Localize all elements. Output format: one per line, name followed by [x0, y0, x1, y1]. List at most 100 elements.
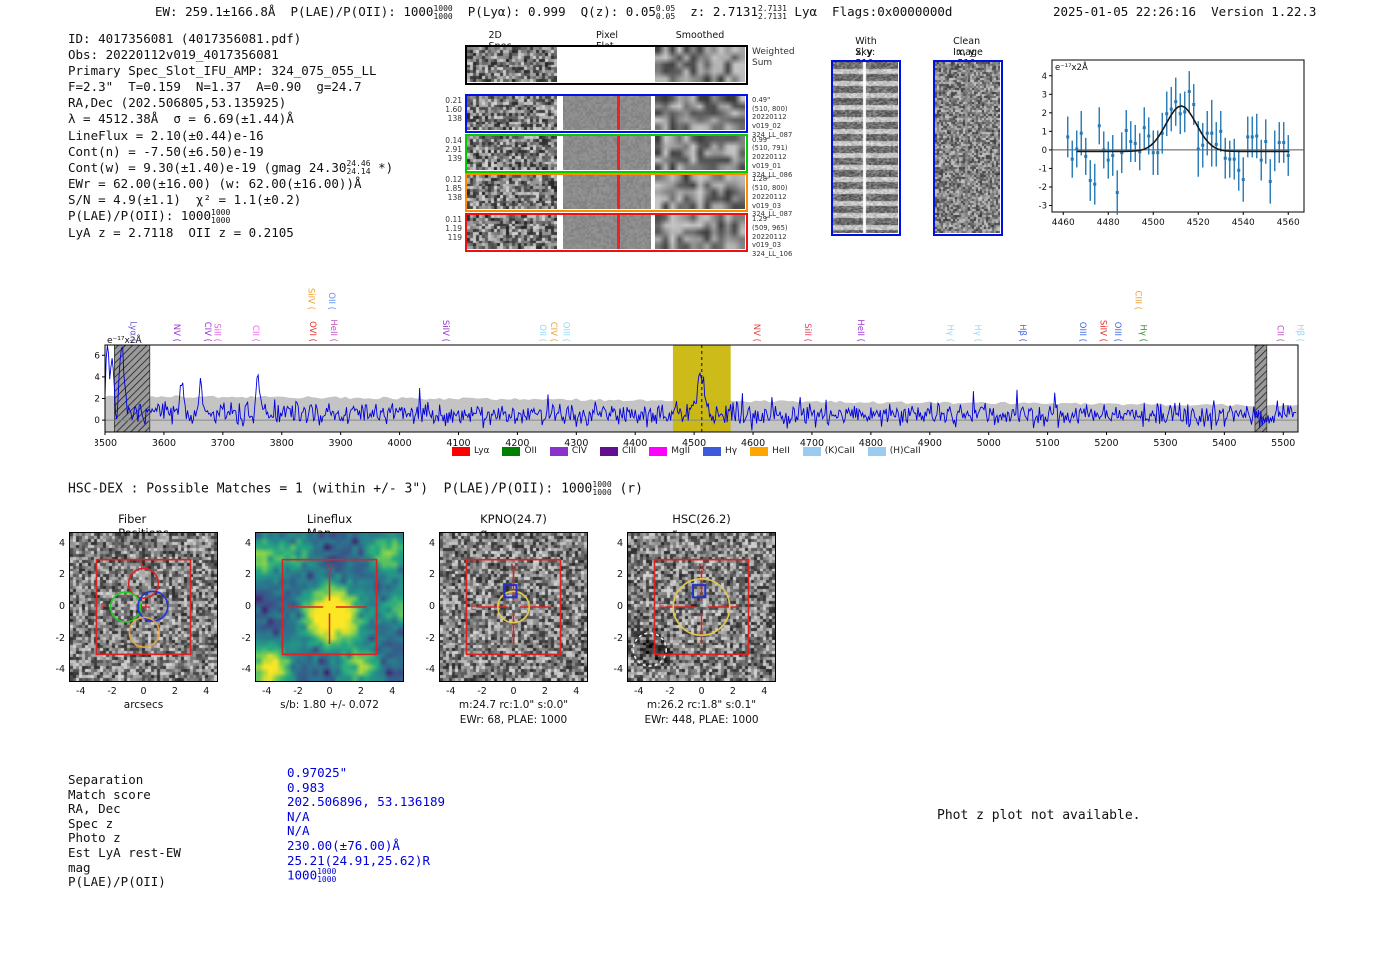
cutout-xlabel: EWr: 448, PLAE: 1000 — [644, 714, 759, 726]
cutout-y-tick-label: 0 — [58, 601, 65, 612]
info-line: P(LAE)/P(OII): 1000 1000 1000 — [68, 208, 393, 225]
cutout-x-tick-label: -2 — [107, 686, 117, 697]
info-line: ID: 4017356081 (4017356081.pdf) — [68, 31, 393, 47]
data-point — [1097, 124, 1101, 128]
legend-item: Hγ — [703, 446, 737, 456]
right-label-line: v019_02 — [752, 122, 782, 131]
right-label-line: 20220112 — [752, 192, 787, 201]
text-segment: Cont(w) = 9.30(±1.40)e-19 (gmag 24.30 — [68, 159, 347, 175]
text-segment: 230.00(±76.00)Å — [287, 837, 400, 853]
x-tick-label: 4500 — [682, 438, 706, 449]
legend-swatch — [802, 446, 821, 456]
cutout-x-tick-label: -2 — [293, 686, 303, 697]
data-point — [1066, 135, 1070, 139]
right-label-line: Weighted — [752, 47, 795, 57]
legend-label: CIV — [571, 446, 587, 456]
match-row-value: 0.983 — [287, 779, 445, 796]
zoom-axes-box — [1051, 59, 1305, 213]
stack-top: 2.7131 — [757, 3, 787, 13]
legend-item: OII — [502, 446, 537, 456]
text-segment: N/A — [287, 823, 310, 839]
right-label-line: 20220112 — [752, 153, 787, 162]
cutout-image-box — [627, 532, 776, 682]
cutout-xlabel: EWr: 68, PLAE: 1000 — [459, 714, 568, 726]
text-segment: P(Lyα): 0.999 Q(z): 0.05 — [452, 4, 656, 19]
data-point — [1165, 112, 1169, 116]
emission-line-label: OIII ( — [1112, 322, 1122, 342]
x-tick-label: 3700 — [211, 438, 235, 449]
info-line: LyA z = 2.7118 OII z = 0.2105 — [68, 225, 393, 241]
text-segment: LyA z = 2.7118 OII z = 0.2105 — [68, 224, 294, 240]
right-label-line: (510, 800) — [752, 184, 788, 193]
cutout-y-tick-label: -2 — [613, 632, 623, 644]
flat-red-line — [617, 96, 620, 130]
text-segment: λ = 4512.38Å σ = 6.69(±1.44)Å — [68, 111, 294, 127]
spec2d-pixel-flat — [563, 215, 651, 250]
text-segment: 1000 — [287, 867, 318, 883]
data-point — [1133, 141, 1137, 145]
y-tick-label: 2 — [95, 394, 100, 404]
spec2d-row — [465, 213, 748, 253]
emission-line-label: OII ( — [537, 324, 547, 342]
spec2d-smoothed-image — [655, 96, 745, 130]
match-row-value: 202.506896, 53.136189 — [287, 794, 445, 810]
match-row-label: Spec z — [68, 815, 114, 831]
info-line: S/N = 4.9(±1.1) χ² = 1.1(±0.2) — [68, 192, 393, 208]
match-row-value: N/A — [287, 824, 445, 839]
data-point — [1106, 158, 1110, 162]
legend-item: Lyα — [452, 446, 489, 456]
emission-line-label: OIII ( — [560, 322, 570, 342]
y-tick-label: 0 — [95, 416, 100, 426]
text-segment: Lyα Flags:0x0000000d — [786, 4, 953, 19]
emission-line-label: CII ( — [250, 325, 260, 342]
cutout-x-tick-label: 2 — [357, 686, 364, 697]
y-tick-label: -3 — [1039, 202, 1047, 212]
error-bar-points — [1066, 71, 1290, 215]
cutout-x-tick-label: -2 — [665, 686, 675, 697]
right-label-line: (509, 965) — [752, 223, 788, 232]
cutout-x-tick-label: 0 — [326, 686, 333, 697]
spec2d-2d-image — [467, 175, 557, 210]
cutout-y-tick-label: 2 — [58, 569, 65, 581]
data-point — [1214, 142, 1218, 146]
cutout-y-tick-label: 4 — [244, 537, 251, 549]
aperture-circle — [497, 590, 530, 624]
data-point — [1169, 107, 1173, 111]
data-point — [1183, 110, 1187, 114]
text-segment: 0.983 — [287, 779, 325, 795]
cutout-image — [628, 533, 775, 681]
stacked-fraction: 1000 1000 — [211, 208, 230, 225]
match-row-label: Separation — [68, 772, 144, 787]
spec2d-smoothed-image — [655, 215, 745, 250]
cutout-xlabel: s/b: 1.80 +/- 0.072 — [280, 699, 379, 711]
data-point — [1246, 135, 1250, 139]
spec2d-2d-image — [467, 96, 557, 130]
smoothed-white-line — [653, 47, 655, 82]
right-label-line: v019_01 — [752, 161, 782, 170]
x-tick-label: 4600 — [741, 438, 765, 449]
cutout-xlabel: m:26.2 rc:1.8" s:0.1" — [646, 699, 757, 711]
legend-label: HeII — [772, 446, 790, 456]
info-line: Cont(n) = -7.50(±6.50)e-19 — [68, 144, 393, 160]
left-label-line: 2.91 — [445, 144, 462, 154]
legend-swatch — [703, 446, 722, 456]
text-segment: Obs: 20220112v019_4017356081 — [68, 47, 279, 63]
east-label: E — [100, 602, 106, 613]
aperture-circle — [127, 567, 160, 600]
spec2d-2d-image — [467, 47, 557, 82]
field-box — [465, 558, 562, 656]
spec2d-smoothed-image — [655, 175, 745, 210]
text-segment: *) — [370, 159, 394, 175]
x-tick-label: 4480 — [1097, 218, 1120, 228]
right-label-line: 20220112 — [752, 113, 787, 122]
data-point — [1151, 151, 1155, 155]
left-label-line: 1.60 — [445, 105, 462, 114]
x-tick-label: 4500 — [1142, 218, 1165, 228]
report-datetime: 2025-01-05 22:26:16 — [1053, 4, 1196, 19]
text-segment: F=2.3" T=0.159 N=1.37 A=0.90 g=24.7 — [68, 79, 362, 95]
cutout-y-tick-label: 2 — [616, 569, 623, 581]
x-tick-label: 3900 — [329, 438, 353, 449]
y-tick-label: 0 — [1042, 146, 1047, 156]
y-tick-label: 1 — [1042, 127, 1047, 137]
emission-line-label: OVI ( — [307, 321, 317, 342]
